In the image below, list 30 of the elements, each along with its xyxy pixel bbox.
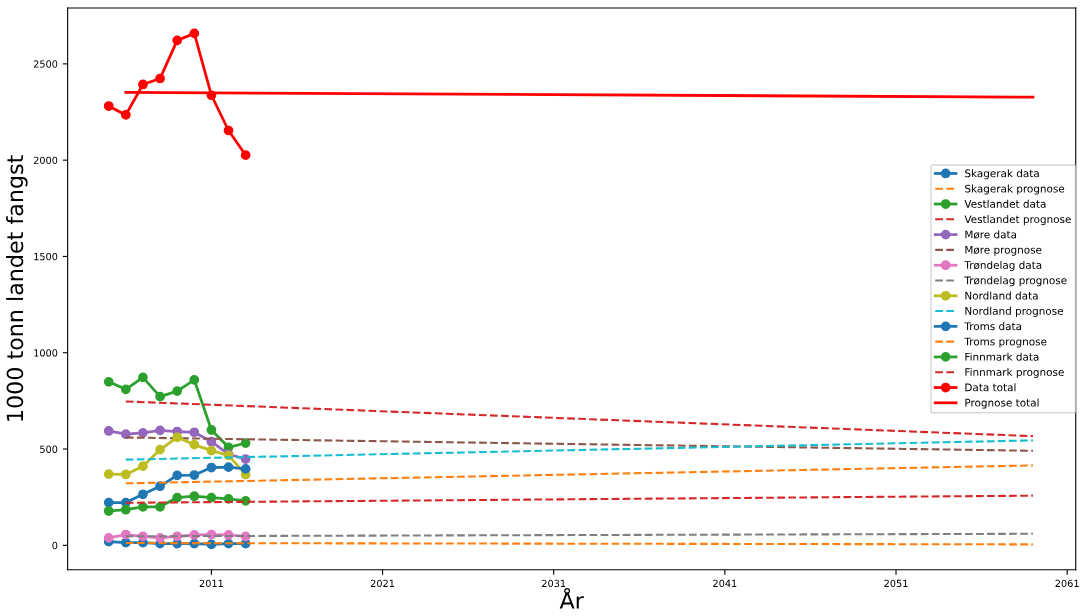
x-tick-label: 2061	[1055, 579, 1079, 588]
y-tick-label: 500	[40, 445, 58, 453]
legend-label: Skagerak prognose	[965, 184, 1065, 195]
x-tick-label: 2011	[199, 579, 223, 588]
legend-label: Møre data	[965, 230, 1017, 239]
legend-label: Prognose total	[965, 398, 1039, 409]
x-axis-title: År	[559, 587, 584, 609]
legend-label: Vestlandet prognose	[964, 215, 1071, 226]
y-axis-title: 1000 tonn landet fangst	[6, 155, 28, 421]
legend-label: Nordland prognose	[965, 306, 1063, 317]
legend-label: Data total	[965, 383, 1016, 392]
legend-label: Trøndelag data	[964, 260, 1042, 272]
legend-label: Troms data	[964, 322, 1022, 331]
y-tick-label: 0	[52, 541, 58, 550]
x-tick-label: 2021	[370, 579, 395, 588]
legend-label: Vestlandet data	[964, 199, 1046, 208]
legend-label: Finnmark prognose	[965, 367, 1064, 379]
legend-label: Trøndelag prognose	[964, 276, 1067, 287]
x-tick-label: 2041	[713, 579, 737, 588]
y-tick-label: 2000	[33, 156, 58, 164]
legend-label: Finnmark data	[965, 352, 1039, 361]
legend-label: Troms prognose	[964, 337, 1047, 348]
legend-label: Møre prognose	[965, 245, 1042, 256]
x-tick-label: 2051	[884, 579, 908, 588]
x-tick-label: 2031	[542, 579, 566, 588]
legend-label: Skagerak data	[965, 169, 1039, 180]
y-tick-label: 1000	[34, 349, 58, 357]
legend-label: Nordland data	[965, 291, 1038, 300]
y-tick-label: 2500	[33, 60, 58, 68]
y-tick-label: 1500	[34, 252, 58, 261]
